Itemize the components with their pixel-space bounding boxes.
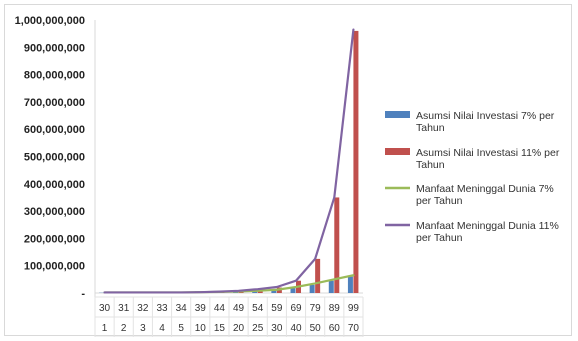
y-tick-label: 900,000,000 [24,42,85,54]
x-category-age: 34 [176,303,188,314]
y-tick-label: 1,000,000,000 [15,15,85,27]
x-category-year: 2 [121,323,127,334]
x-category-year: 1 [102,323,108,334]
x-category-age: 69 [290,303,302,314]
bar-series-0 [271,289,277,293]
x-category-age: 54 [252,303,264,314]
x-category-age: 31 [118,303,130,314]
y-tick-label: 200,000,000 [24,233,85,245]
bar-series-0 [328,280,334,293]
y-tick-label: 600,000,000 [24,124,85,136]
y-tick-label: 500,000,000 [24,152,85,164]
bar-series-1 [353,30,359,293]
x-category-year: 4 [159,323,165,334]
x-category-year: 25 [252,323,264,334]
x-category-year: 40 [290,323,302,334]
chart-svg: - 100,000,000 200,000,000 300,000,000 400,00… [15,15,560,337]
legend-label-line: Tahun [416,159,445,171]
legend-swatch-bar [385,111,410,118]
x-category-year: 20 [233,323,245,334]
x-category-year: 3 [140,323,146,334]
x-category-age: 59 [271,303,283,314]
legend-label-line: Manfaat Meninggal Dunia 7% [416,183,554,195]
legend-label: Asumsi Nilai Investasi 11% per Tahun [416,147,560,171]
x-category-age: 44 [214,303,226,314]
x-category-age: 89 [329,303,341,314]
x-category-age: 30 [99,303,111,314]
legend-label: Asumsi Nilai Investasi 7% per Tahun [416,110,555,134]
x-category-year: 5 [178,323,184,334]
x-category-year: 70 [348,323,360,334]
legend-label-line: per Tahun [416,195,463,207]
bar-series-0 [290,288,296,293]
x-category-age: 79 [310,303,322,314]
chart-frame: - 100,000,000 200,000,000 300,000,000 400,00… [4,4,572,337]
bar-series-1 [315,258,321,293]
legend-label-line: Asumsi Nilai Investasi 11% per [416,147,560,159]
x-category-year: 50 [310,323,322,334]
legend-label-line: Tahun [416,122,445,134]
line-series-3 [103,28,355,294]
x-category-year: 60 [329,323,341,334]
bar-series-1 [334,197,340,293]
bar-series-0 [347,276,353,293]
legend-label-line: Manfaat Meninggal Dunia 11% [416,220,559,232]
x-category-year: 30 [271,323,283,334]
x-category-age: 99 [348,303,360,314]
y-tick-label: 100,000,000 [24,261,85,273]
bar-series-0 [309,284,315,293]
legend-label-line: per Tahun [416,232,463,244]
x-category-age: 49 [233,303,245,314]
y-tick-label: 400,000,000 [24,179,85,191]
y-tick-label: 800,000,000 [24,70,85,82]
y-tick-label: 700,000,000 [24,97,85,109]
x-category-age: 32 [137,303,149,314]
legend-label: Manfaat Meninggal Dunia 7% per Tahun [416,183,554,207]
x-category-year: 15 [214,323,226,334]
x-category-age: 39 [195,303,207,314]
legend-label-line: Asumsi Nilai Investasi 7% per [416,110,555,122]
x-category-age: 33 [156,303,168,314]
y-tick-label: 300,000,000 [24,206,85,218]
legend-swatch-bar [385,148,410,155]
legend-label: Manfaat Meninggal Dunia 11% per Tahun [416,220,559,244]
y-tick-label: - [81,288,85,300]
x-category-year: 10 [195,323,207,334]
